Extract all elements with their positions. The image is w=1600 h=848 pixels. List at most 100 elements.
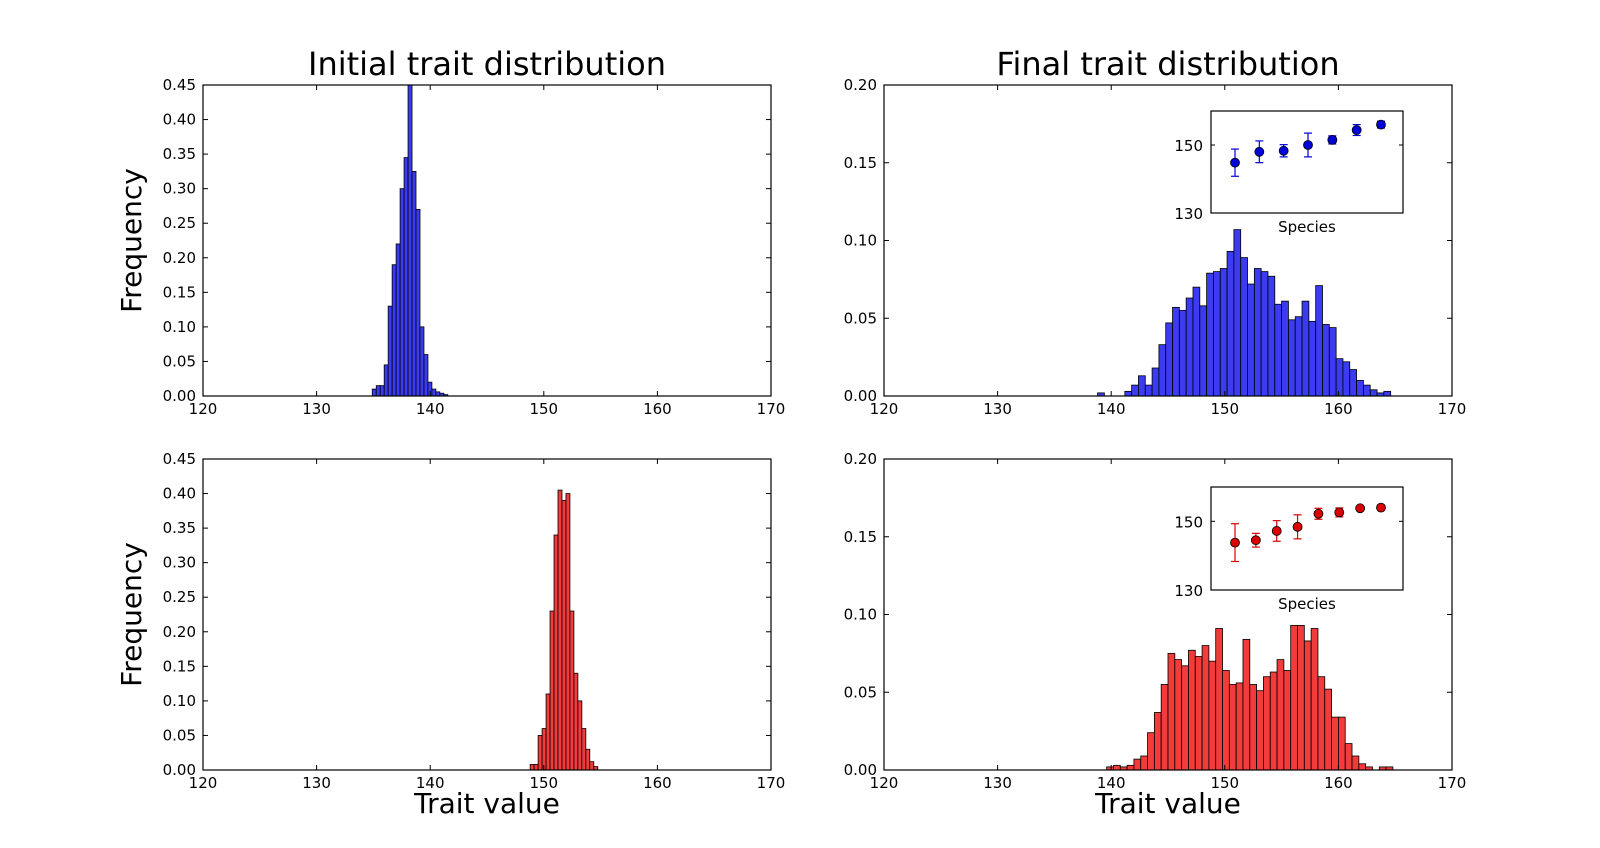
y-tick-label: 0.05 — [163, 352, 196, 370]
histogram-bar — [585, 748, 591, 771]
inset-frame — [1210, 486, 1404, 591]
histogram-bar — [391, 264, 397, 397]
y-tick-label: 0.10 — [844, 606, 877, 624]
histogram-bar — [1335, 358, 1344, 397]
x-axis-label: Trait value — [1094, 787, 1241, 820]
inset-point — [1327, 134, 1338, 145]
histogram-bar — [1342, 361, 1351, 397]
inset-point — [1376, 502, 1386, 513]
y-axis-label: Frequency — [115, 168, 148, 313]
panel-final-blue: 120 130 140 150 160 170 0.00 0.05 0.10 0.15 0.20 Fi… — [844, 45, 1467, 418]
histogram-bar — [561, 500, 567, 771]
y-tick-label: 0.00 — [844, 387, 877, 405]
histogram-bar — [435, 391, 441, 397]
x-tick-label: 130 — [983, 774, 1012, 792]
histogram-bar — [383, 364, 389, 397]
inset-y-tick-label: 150 — [1174, 137, 1203, 155]
histogram-bar — [431, 388, 437, 397]
x-tick-label: 150 — [529, 400, 558, 418]
histogram-bar — [1315, 285, 1323, 397]
y-tick-label: 0.00 — [844, 761, 877, 779]
histogram-bar — [1297, 624, 1305, 771]
x-tick-label: 150 — [1210, 774, 1239, 792]
x-tick-label: 130 — [983, 400, 1012, 418]
y-tick-label: 0.20 — [163, 249, 196, 267]
histogram-bar — [1351, 755, 1360, 771]
inset-x-label: Species — [1278, 218, 1336, 236]
histogram-bar — [1167, 652, 1176, 771]
histogram-bar — [1126, 764, 1135, 771]
x-tick-label: 120 — [870, 774, 899, 792]
histogram-bar — [1133, 758, 1142, 771]
histogram-bar — [1317, 676, 1326, 771]
histogram-bar — [1181, 665, 1189, 771]
histogram-bar — [1219, 268, 1228, 397]
inset-point — [1303, 140, 1313, 150]
histogram-bar — [1131, 384, 1139, 397]
histogram-bar — [1206, 272, 1214, 397]
histogram-bar — [395, 243, 401, 397]
plot-frame — [202, 84, 772, 397]
inset-point — [1355, 503, 1366, 514]
histogram-bar — [549, 610, 555, 771]
histogram-bar — [1201, 645, 1210, 771]
y-tick-label: 0.10 — [163, 318, 196, 336]
x-tick-label: 160 — [1324, 774, 1353, 792]
y-tick-label: 0.35 — [163, 519, 196, 537]
histogram-bar — [1178, 310, 1187, 397]
histogram-bar — [1283, 670, 1292, 771]
histogram-bar — [419, 326, 425, 397]
histogram-bars — [1106, 624, 1394, 771]
chart-title: Final trait distribution — [996, 45, 1339, 83]
histogram-bar — [577, 700, 583, 771]
inset-y-tick-label: 130 — [1174, 582, 1203, 600]
inset-point — [1313, 508, 1324, 519]
inset-point — [1278, 145, 1289, 156]
histogram-bar — [1113, 764, 1121, 771]
inset-point — [1292, 521, 1303, 532]
x-tick-label: 160 — [643, 400, 672, 418]
histogram-bar — [1349, 369, 1357, 397]
histogram-bar — [1228, 684, 1237, 771]
histogram-bar — [1194, 656, 1203, 771]
histogram-bar — [1294, 316, 1303, 397]
panel-initial-blue: 120 130 140 150 160 170 0.00 0.05 0.10 0.15 0.20 0.… — [115, 45, 785, 418]
histogram-bar — [1172, 306, 1180, 397]
histogram-bar — [379, 385, 385, 397]
histogram-bar — [1192, 286, 1201, 397]
histogram-bars — [371, 84, 449, 397]
inset-point — [1230, 157, 1240, 168]
histogram-bar — [1310, 628, 1319, 771]
y-tick-label: 0.40 — [163, 485, 196, 503]
histogram-bar — [415, 208, 421, 397]
histogram-bar — [541, 728, 547, 771]
inset-point — [1334, 507, 1345, 518]
inset-y-tick-label: 130 — [1174, 205, 1203, 223]
histogram-bar — [1138, 375, 1146, 397]
histogram-bar — [1247, 283, 1255, 397]
x-tick-label: 140 — [1097, 400, 1126, 418]
histogram-bar — [589, 761, 595, 771]
histogram-bar — [533, 764, 539, 771]
panel-final-red: 120 130 140 150 160 170 0.00 0.05 0.10 0.15 0.20 Tr… — [844, 450, 1467, 820]
y-tick-label: 0.20 — [844, 76, 877, 94]
x-tick-label: 150 — [529, 774, 558, 792]
y-tick-label: 0.20 — [844, 450, 877, 468]
histogram-bar — [1281, 300, 1289, 397]
histogram-bar — [1303, 640, 1312, 771]
y-tick-label: 0.40 — [163, 111, 196, 129]
histogram-bar — [1260, 271, 1269, 397]
histogram-bar — [1213, 271, 1221, 397]
inset-plot: 130 150 Species — [1174, 110, 1404, 236]
x-tick-label: 160 — [643, 774, 672, 792]
x-tick-label: 150 — [1210, 400, 1239, 418]
histogram-bar — [387, 305, 393, 397]
histogram-bar — [1356, 380, 1364, 397]
histogram-bar — [1188, 649, 1196, 771]
plot-frame — [202, 458, 772, 771]
histogram-bar — [1290, 624, 1298, 771]
panel-initial-red: 120 130 140 150 160 170 0.00 0.05 0.10 0.15 0.20 0.… — [115, 450, 785, 820]
y-tick-label: 0.25 — [163, 588, 196, 606]
histogram-bar — [1151, 367, 1160, 397]
y-tick-label: 0.00 — [163, 761, 196, 779]
